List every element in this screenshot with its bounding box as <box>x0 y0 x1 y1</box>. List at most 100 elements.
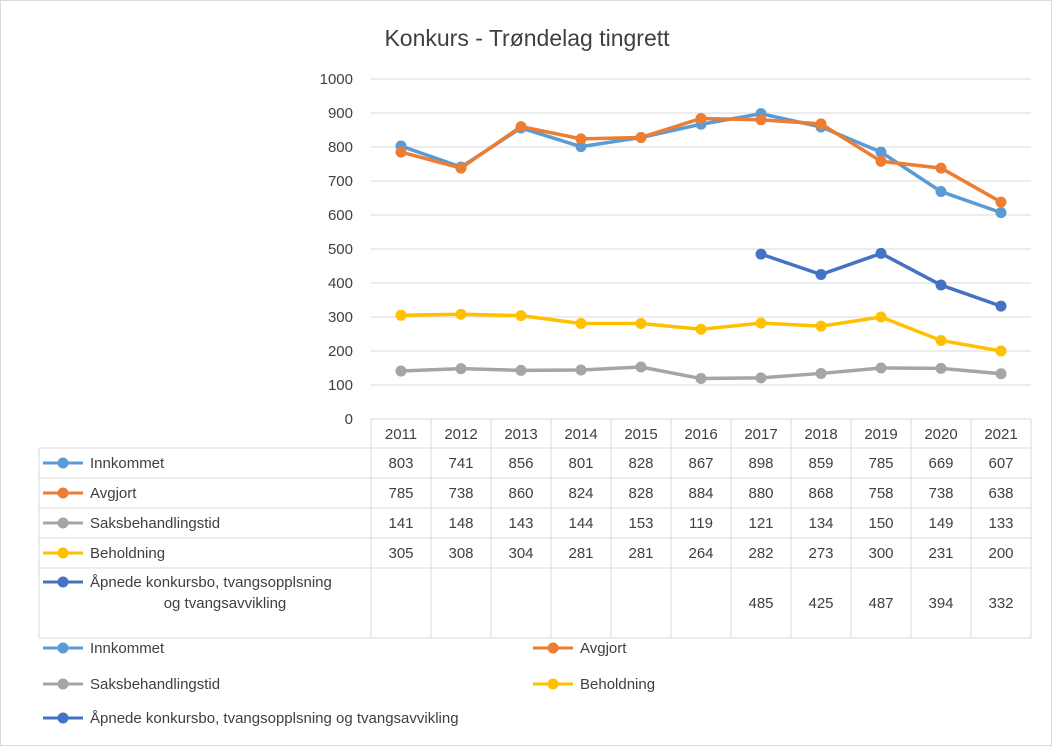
series-avgjort <box>395 112 1007 208</box>
x-tick-label: 2013 <box>504 426 537 443</box>
table-cell-value: 144 <box>568 515 593 532</box>
data-point <box>695 323 707 335</box>
data-point <box>455 363 467 375</box>
table-cell-value: 758 <box>868 485 893 502</box>
data-point <box>815 269 827 280</box>
table-cell-value: 304 <box>508 545 533 562</box>
table-cell-value: 738 <box>448 485 473 502</box>
data-point <box>755 317 767 329</box>
table-cell-value: 332 <box>988 595 1013 612</box>
x-tick-label: 2016 <box>684 426 717 443</box>
data-point <box>755 372 767 384</box>
legend: Innkommet Avgjort Saksbehandlingstid Behold… <box>43 640 655 727</box>
data-point <box>875 247 887 259</box>
table-cell-value: 824 <box>568 485 593 502</box>
data-point <box>635 131 647 143</box>
series-line <box>399 116 1003 204</box>
legend-label: Avgjort <box>580 640 627 657</box>
table-cell-value: 121 <box>748 515 773 532</box>
table-row-label: Innkommet <box>90 455 165 472</box>
y-tick-label: 100 <box>328 377 353 394</box>
data-point <box>695 112 707 124</box>
data-point <box>575 141 587 153</box>
table-cell-value: 638 <box>988 485 1013 502</box>
data-point <box>875 146 887 158</box>
data-point <box>935 162 947 174</box>
table-cell-value: 803 <box>388 455 413 472</box>
data-point <box>875 362 887 374</box>
table-legend-key-marker <box>57 487 69 499</box>
data-point <box>995 368 1007 380</box>
legend-label: Saksbehandlingstid <box>90 676 220 693</box>
table-cell-value: 300 <box>868 545 893 562</box>
table-cell-value: 141 <box>388 515 413 532</box>
data-point <box>755 248 767 260</box>
data-point <box>995 345 1007 357</box>
data-point <box>395 365 407 377</box>
table-cell-value: 148 <box>448 515 473 532</box>
series-pnede-konkursbo-tvangsopplsning-og-tvangsavvikling <box>755 247 1007 312</box>
data-point <box>455 308 467 320</box>
table-row-label: og tvangsavvikling <box>164 595 287 612</box>
y-tick-label: 500 <box>328 241 353 258</box>
data-point <box>695 373 707 385</box>
table-cell-value: 801 <box>568 455 593 472</box>
legend-key-marker <box>547 678 559 690</box>
data-point <box>935 186 947 198</box>
data-point <box>515 364 527 376</box>
table-cell-value: 305 <box>388 545 413 562</box>
x-tick-label: 2021 <box>984 426 1017 443</box>
table-cell-value: 425 <box>808 595 833 612</box>
grid-lines <box>371 78 1031 420</box>
table-cell-value: 669 <box>928 455 953 472</box>
table-cell-value: 143 <box>508 515 533 532</box>
legend-item: Innkommet <box>43 640 165 657</box>
x-tick-label: 2014 <box>564 426 597 443</box>
y-tick-label: 800 <box>328 139 353 156</box>
legend-key-marker <box>57 678 69 690</box>
table-cell-value: 153 <box>628 515 653 532</box>
y-tick-label: 400 <box>328 275 353 292</box>
data-point <box>935 362 947 374</box>
table-cell-value: 264 <box>688 545 713 562</box>
y-tick-label: 700 <box>328 173 353 190</box>
table-legend-key-marker <box>57 517 69 529</box>
data-point <box>815 118 827 130</box>
data-point <box>815 367 827 379</box>
data-point <box>935 279 947 291</box>
table-cell-value: 859 <box>808 455 833 472</box>
table-cell-value: 741 <box>448 455 473 472</box>
data-point <box>995 300 1007 312</box>
x-tick-label: 2012 <box>444 426 477 443</box>
y-tick-label: 0 <box>345 411 353 428</box>
x-tick-label: 2017 <box>744 426 777 443</box>
table-row-label: Beholdning <box>90 545 165 562</box>
legend-item: Saksbehandlingstid <box>43 676 220 693</box>
table-legend-key-marker <box>57 576 69 588</box>
table-cell-value: 860 <box>508 485 533 502</box>
chart-title: Konkurs - Trøndelag tingrett <box>384 25 670 51</box>
table-cell-value: 281 <box>568 545 593 562</box>
y-tick-label: 300 <box>328 309 353 326</box>
data-point <box>995 196 1007 208</box>
table-cell-value: 282 <box>748 545 773 562</box>
data-point <box>935 334 947 346</box>
table-cell-value: 485 <box>748 595 773 612</box>
table-cell-value: 200 <box>988 545 1013 562</box>
series-innkommet <box>395 108 1007 219</box>
series-lines <box>395 108 1007 385</box>
table-cell-value: 487 <box>868 595 893 612</box>
x-tick-label: 2019 <box>864 426 897 443</box>
data-point <box>575 133 587 145</box>
data-point <box>635 317 647 329</box>
table-cell-value: 308 <box>448 545 473 562</box>
table-cell-value: 738 <box>928 485 953 502</box>
y-axis-ticks: 0 100 200 300 400 500 600 700 800 900 1000 <box>320 71 353 428</box>
table-cell-value: 867 <box>688 455 713 472</box>
table-row-label: Åpnede konkursbo, tvangsopplsning <box>90 574 332 591</box>
data-point <box>815 320 827 332</box>
table-row-label: Avgjort <box>90 485 137 502</box>
table-cell-value: 150 <box>868 515 893 532</box>
table-cell-value: 898 <box>748 455 773 472</box>
data-point <box>575 364 587 376</box>
